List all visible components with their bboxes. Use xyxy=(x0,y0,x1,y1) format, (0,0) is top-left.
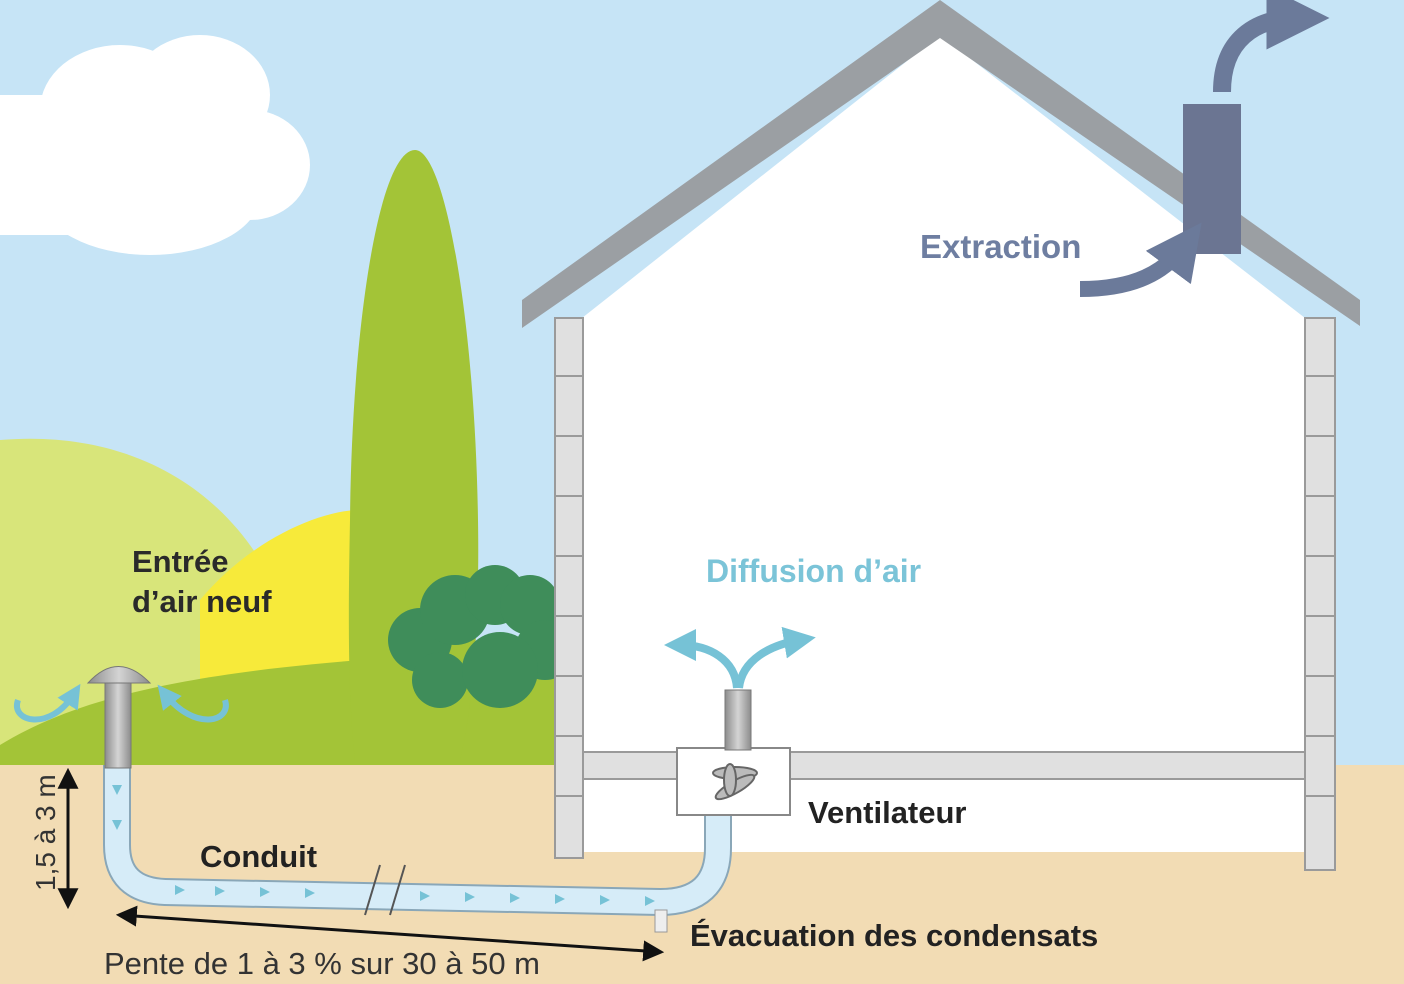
condensate-drain xyxy=(654,909,668,933)
extraction-arrow-out xyxy=(1213,0,1330,93)
fresh-air-intake-line2: d’air neuf xyxy=(132,584,272,619)
intake-arrow-right xyxy=(157,684,229,723)
diffusion-arrow-right xyxy=(735,626,816,689)
extraction-label: Extraction xyxy=(920,228,1082,265)
duct-flow-arrows xyxy=(112,785,655,906)
chimney xyxy=(1183,104,1241,254)
duct-label: Conduit xyxy=(200,839,318,874)
fresh-air-intake-line1: Entrée xyxy=(132,544,229,579)
air-intake-cap xyxy=(86,666,152,684)
fresh-air-intake-label: Entrée d’air neuf xyxy=(132,542,272,622)
extraction-arrow-in xyxy=(1079,222,1202,297)
slope-dimension-arrow xyxy=(115,905,665,962)
air-intake-pipe xyxy=(104,679,132,769)
condensate-label: Évacuation des condensats xyxy=(690,918,1099,953)
ventilator-label: Ventilateur xyxy=(808,795,967,830)
depth-label: 1,5 à 3 m xyxy=(30,774,61,891)
diffusion-arrow-left xyxy=(664,629,741,689)
fan-icon xyxy=(712,763,758,801)
diffusion-pipe xyxy=(724,689,752,751)
diffusion-label: Diffusion d’air xyxy=(706,553,922,589)
house-interior xyxy=(582,35,1305,852)
cloud xyxy=(0,35,310,255)
hill-back xyxy=(0,438,260,760)
slope-label: Pente de 1 à 3 % sur 30 à 50 m xyxy=(104,946,540,981)
intake-arrow-left xyxy=(14,683,81,723)
right-wall xyxy=(1304,317,1336,871)
left-wall xyxy=(554,317,584,859)
